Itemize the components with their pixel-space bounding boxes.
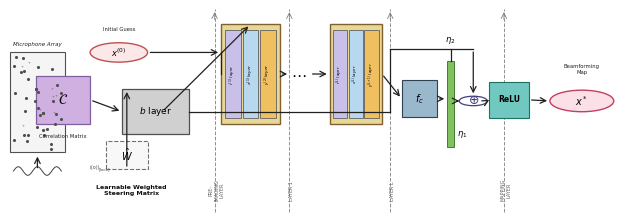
Point <box>33 106 44 109</box>
Point <box>23 133 33 136</box>
Point <box>42 127 52 131</box>
Text: +: + <box>52 111 56 115</box>
Point <box>45 147 56 151</box>
Point <box>33 90 44 94</box>
Point <box>48 99 58 103</box>
Point <box>47 67 57 71</box>
Point <box>38 112 48 115</box>
Text: $x^*$: $x^*$ <box>575 94 588 108</box>
Text: ReLU: ReLU <box>498 95 520 104</box>
Point <box>35 113 45 117</box>
FancyBboxPatch shape <box>349 30 363 118</box>
Point <box>19 133 29 137</box>
Point <box>50 122 60 126</box>
FancyBboxPatch shape <box>447 61 454 147</box>
Text: $r^{(1)}$ layer: $r^{(1)}$ layer <box>228 64 238 84</box>
Text: +: + <box>20 65 24 69</box>
Point <box>33 65 43 69</box>
FancyBboxPatch shape <box>260 30 276 118</box>
Point <box>8 64 19 68</box>
Point <box>29 100 40 103</box>
Text: Initial Guess: Initial Guess <box>102 27 135 32</box>
Text: +: + <box>43 128 46 132</box>
Circle shape <box>550 90 614 112</box>
Point <box>17 56 28 59</box>
Point <box>51 113 61 116</box>
Point <box>38 129 49 132</box>
Text: $x^{(0)}$: $x^{(0)}$ <box>111 46 127 59</box>
Point <box>31 87 41 90</box>
Text: PRE-
IMAGING
LAYER: PRE- IMAGING LAYER <box>208 179 225 201</box>
Text: Correlation Matrix: Correlation Matrix <box>39 134 86 139</box>
Text: $x^{(L)}$ layer: $x^{(L)}$ layer <box>351 64 361 84</box>
Text: $y^{(2)}$ layer: $y^{(2)}$ layer <box>263 63 273 85</box>
FancyBboxPatch shape <box>365 30 379 118</box>
Text: $\eta_1$: $\eta_1$ <box>458 129 468 140</box>
FancyBboxPatch shape <box>221 24 280 124</box>
Text: +: + <box>51 95 54 99</box>
Text: ((o)): ((o)) <box>90 165 100 170</box>
Text: LAYER L: LAYER L <box>390 182 395 201</box>
Text: +: + <box>28 61 31 65</box>
Point <box>46 142 56 146</box>
Text: $y^{(L+1)}$ layer: $y^{(L+1)}$ layer <box>367 61 377 87</box>
Text: $\mathcal{C}$: $\mathcal{C}$ <box>58 93 68 107</box>
Text: +: + <box>54 94 58 98</box>
Point <box>52 84 63 87</box>
FancyBboxPatch shape <box>225 30 241 118</box>
Text: LAYER 1: LAYER 1 <box>289 181 294 201</box>
Text: Learnable Weighted
Steering Matrix: Learnable Weighted Steering Matrix <box>97 185 167 196</box>
Text: $r^{(L)}$ layer: $r^{(L)}$ layer <box>335 64 345 84</box>
Text: +: + <box>51 87 53 91</box>
Point <box>20 110 31 113</box>
FancyBboxPatch shape <box>489 82 529 118</box>
Point <box>10 92 20 95</box>
Point <box>16 70 26 74</box>
Text: +: + <box>21 124 24 128</box>
Text: Beamforming
Map: Beamforming Map <box>564 64 600 75</box>
Text: +: + <box>43 129 45 133</box>
FancyBboxPatch shape <box>333 30 347 118</box>
Point <box>38 133 49 137</box>
Text: $b$ layer: $b$ layer <box>139 105 172 118</box>
Point <box>20 96 31 100</box>
Point <box>9 139 19 142</box>
Point <box>10 55 20 58</box>
Text: $f_c$: $f_c$ <box>415 92 424 106</box>
Point <box>23 77 33 81</box>
FancyBboxPatch shape <box>106 141 148 169</box>
FancyBboxPatch shape <box>330 24 382 124</box>
Point <box>32 125 42 128</box>
FancyBboxPatch shape <box>243 30 259 118</box>
Point <box>38 111 49 114</box>
Text: $\cdots$: $\cdots$ <box>291 66 307 82</box>
FancyBboxPatch shape <box>122 89 189 134</box>
Text: $x^{(1)}$ layer: $x^{(1)}$ layer <box>245 63 255 85</box>
Text: $\oplus$: $\oplus$ <box>468 94 479 107</box>
Point <box>56 91 67 94</box>
Text: MAPPING
LAYER: MAPPING LAYER <box>500 179 511 201</box>
Circle shape <box>460 96 487 106</box>
Point <box>56 117 66 121</box>
FancyBboxPatch shape <box>36 76 90 124</box>
Text: [lock]: [lock] <box>99 167 110 171</box>
FancyBboxPatch shape <box>402 81 437 117</box>
Text: Microphone Array: Microphone Array <box>13 42 62 47</box>
Text: $\eta_2$: $\eta_2$ <box>445 35 456 46</box>
Text: +: + <box>39 108 42 112</box>
Point <box>31 87 41 91</box>
Text: $\hat{W}$: $\hat{W}$ <box>121 147 132 163</box>
Point <box>22 139 32 143</box>
Circle shape <box>90 43 148 62</box>
Point <box>19 69 29 72</box>
FancyBboxPatch shape <box>10 53 65 152</box>
